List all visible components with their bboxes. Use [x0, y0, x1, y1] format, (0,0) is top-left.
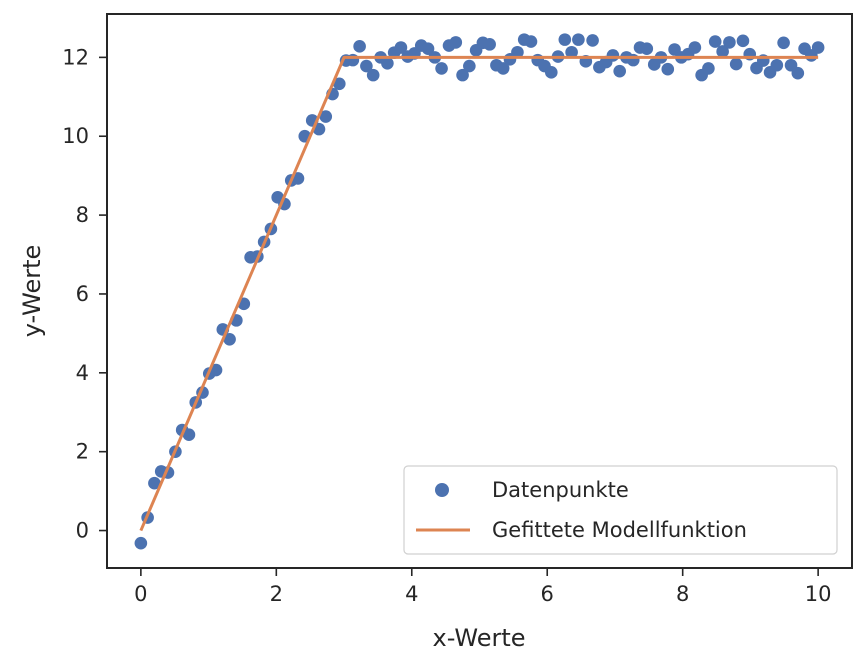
- data-point: [209, 363, 223, 377]
- x-tick-label: 4: [405, 582, 418, 606]
- data-point: [223, 333, 236, 346]
- data-point: [381, 56, 394, 70]
- data-point: [640, 42, 654, 55]
- x-tick-label: 10: [805, 582, 832, 606]
- data-point: [661, 62, 675, 76]
- data-point: [702, 62, 715, 75]
- data-point: [708, 35, 722, 48]
- fitted-line: [139, 55, 819, 532]
- y-tick-label: 6: [76, 282, 89, 306]
- data-point: [435, 62, 448, 75]
- data-point: [626, 53, 640, 67]
- plot-frame: [106, 13, 853, 569]
- data-point: [723, 36, 736, 49]
- data-point: [134, 536, 148, 550]
- data-point: [811, 41, 825, 54]
- data-point: [366, 68, 380, 82]
- y-axis-label: y-Werte: [18, 245, 46, 338]
- data-point: [353, 40, 366, 53]
- data-point: [544, 66, 558, 79]
- x-axis: 0 2 4 6 8 10: [134, 568, 832, 606]
- data-point: [148, 476, 161, 490]
- y-tick-label: 4: [76, 361, 89, 385]
- x-tick-label: 2: [270, 582, 283, 606]
- data-point: [394, 41, 408, 54]
- data-point: [586, 34, 599, 47]
- x-tick-label: 8: [676, 582, 689, 606]
- data-point: [606, 49, 620, 62]
- data-point: [483, 38, 496, 51]
- y-tick-label: 8: [76, 203, 89, 227]
- data-point: [449, 36, 463, 49]
- y-tick-label: 0: [76, 519, 89, 543]
- data-point: [565, 45, 578, 59]
- legend-marker-datenpunkte: [435, 483, 449, 497]
- data-point: [736, 34, 750, 48]
- data-point: [524, 35, 538, 48]
- data-point: [456, 68, 469, 82]
- data-point: [729, 57, 743, 71]
- y-axis: 0 2 4 6 8 10 12: [62, 45, 107, 543]
- data-point: [688, 41, 702, 54]
- y-tick-label: 12: [62, 45, 89, 69]
- y-tick-label: 10: [62, 124, 89, 148]
- data-point: [770, 58, 784, 72]
- data-point: [511, 45, 524, 59]
- x-tick-label: 0: [134, 582, 147, 606]
- data-point: [716, 45, 729, 58]
- legend-label-datenpunkte: Datenpunkte: [492, 478, 629, 502]
- data-point: [572, 33, 585, 46]
- legend-box: [403, 465, 838, 555]
- data-point: [463, 59, 476, 73]
- x-axis-label: x-Werte: [432, 624, 525, 652]
- data-point: [182, 428, 196, 442]
- data-point: [319, 110, 333, 123]
- data-point: [346, 53, 360, 67]
- data-point: [777, 36, 790, 50]
- legend: Datenpunkte Gefittete Modellfunktion: [403, 465, 838, 555]
- data-point: [360, 59, 373, 73]
- data-point: [333, 77, 346, 91]
- data-point: [613, 64, 626, 78]
- y-tick-label: 2: [76, 440, 89, 464]
- data-point: [558, 33, 572, 46]
- data-point: [496, 62, 510, 75]
- legend-label-gefittete-modellfunktion: Gefittete Modellfunktion: [492, 518, 747, 542]
- x-tick-label: 6: [541, 582, 554, 606]
- data-point: [421, 42, 435, 55]
- data-layer: [134, 33, 825, 550]
- data-point: [791, 66, 805, 80]
